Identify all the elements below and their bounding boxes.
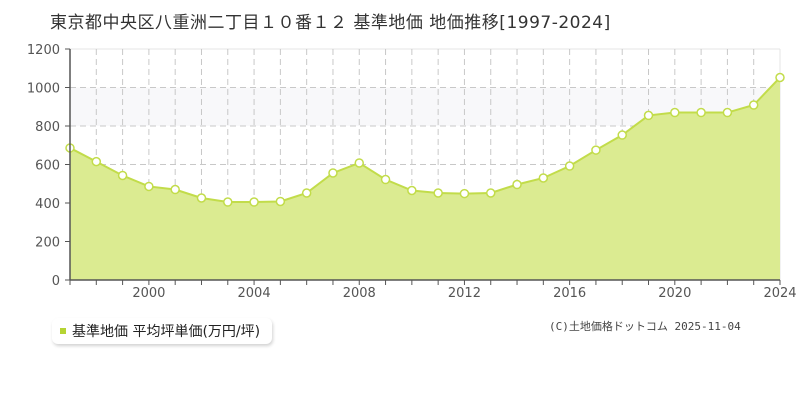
data-points xyxy=(65,72,785,207)
y-tick-label: 800 xyxy=(35,120,60,135)
data-point xyxy=(538,173,549,183)
data-point xyxy=(748,100,759,110)
data-point xyxy=(301,188,312,198)
y-tick-label: 600 xyxy=(35,159,60,174)
x-tick-label: 2020 xyxy=(658,286,691,301)
axes xyxy=(65,48,781,285)
x-tick-label: 2024 xyxy=(763,286,796,301)
data-point xyxy=(91,156,102,167)
data-point xyxy=(564,161,575,171)
legend-swatch-icon xyxy=(60,328,66,334)
data-point xyxy=(670,107,680,118)
y-tick-label: 400 xyxy=(35,197,60,212)
legend-label: 基準地価 平均坪単価(万円/坪) xyxy=(72,324,261,340)
data-point xyxy=(433,188,443,198)
data-point xyxy=(696,107,706,118)
x-tick-label: 2012 xyxy=(448,286,481,301)
data-point xyxy=(275,196,286,207)
data-point xyxy=(643,110,654,121)
data-point xyxy=(407,185,417,196)
data-point xyxy=(354,158,365,168)
data-point xyxy=(196,193,207,203)
y-tick-label: 1000 xyxy=(27,82,60,97)
y-axis-labels: 0 200 400 600 800 1000 1200 xyxy=(27,43,60,289)
data-point xyxy=(617,130,627,140)
x-tick-label: 2016 xyxy=(553,286,586,301)
chart-title: 東京都中央区八重洲二丁目１０番１２ 基準地価 地価推移[1997-2024] xyxy=(50,13,611,33)
legend: 基準地価 平均坪単価(万円/坪) xyxy=(52,318,273,344)
data-point xyxy=(459,188,470,199)
x-tick-label: 2000 xyxy=(132,286,165,301)
series-line xyxy=(69,76,781,204)
data-point xyxy=(380,174,391,185)
x-tick-label: 2008 xyxy=(343,286,376,301)
data-point xyxy=(591,145,601,155)
y-tick-label: 1200 xyxy=(27,43,60,58)
data-point xyxy=(775,72,785,83)
copyright-text: (C)土地価格ドットコム 2025-11-04 xyxy=(549,320,741,333)
data-point xyxy=(144,181,154,192)
y-tick-label: 0 xyxy=(52,274,60,289)
y-tick-label: 200 xyxy=(35,236,60,251)
data-point xyxy=(328,168,338,178)
data-point xyxy=(249,197,259,207)
data-point xyxy=(223,197,233,207)
data-point xyxy=(512,179,522,190)
x-axis-labels: 2000 2004 2008 2012 2016 2020 2024 xyxy=(132,286,796,301)
data-point xyxy=(170,184,180,195)
data-point xyxy=(117,170,128,181)
area-fill xyxy=(70,77,780,281)
data-point xyxy=(485,188,496,198)
data-point xyxy=(722,107,733,118)
x-tick-label: 2004 xyxy=(238,286,271,301)
